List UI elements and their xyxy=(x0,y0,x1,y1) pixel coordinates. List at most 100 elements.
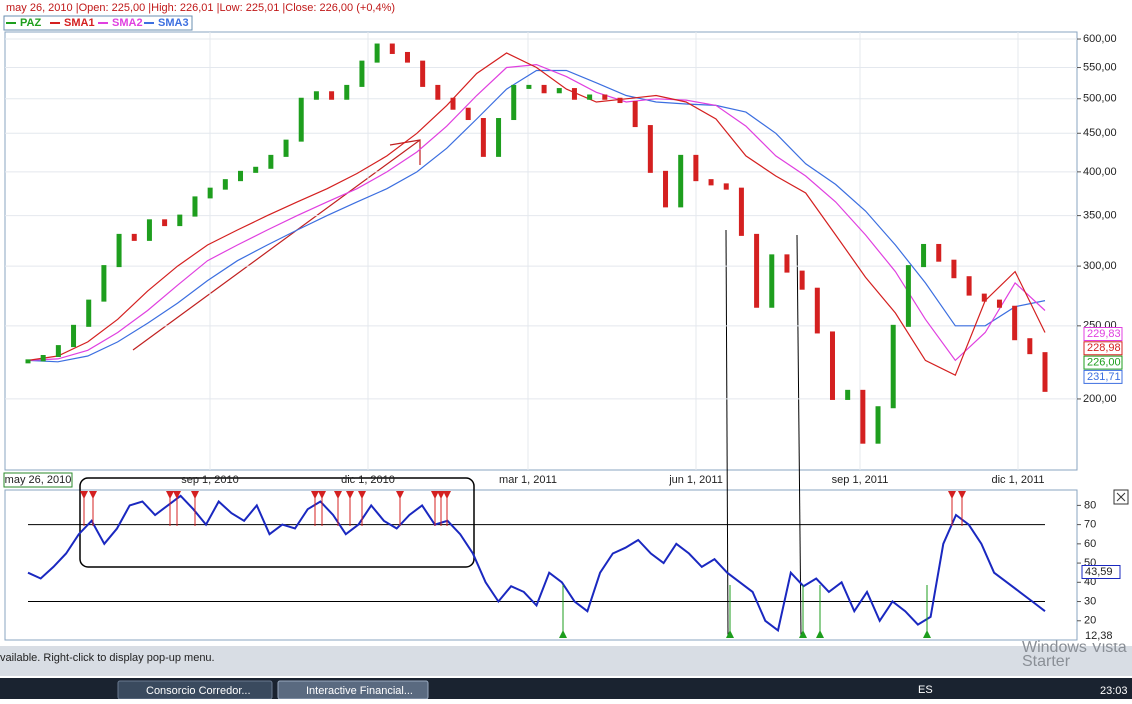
buy-signal xyxy=(559,630,567,638)
candle xyxy=(936,243,942,262)
candle xyxy=(647,125,653,173)
candle xyxy=(845,389,851,400)
sell-signal xyxy=(358,491,366,499)
candle xyxy=(663,170,669,208)
sell-signal xyxy=(431,491,439,499)
value-tag-label: 43,59 xyxy=(1085,566,1113,578)
candle xyxy=(784,254,790,273)
candle xyxy=(283,139,289,157)
legend-label: PAZ xyxy=(20,17,41,29)
trend-arrow xyxy=(132,139,421,351)
price-plot xyxy=(4,31,1078,471)
candle xyxy=(602,94,608,100)
close-icon xyxy=(1116,492,1126,502)
y-tick-label: 60 xyxy=(1084,538,1096,550)
candle xyxy=(359,60,365,87)
buy-signal xyxy=(816,630,824,638)
value-tag-label: 12,38 xyxy=(1085,630,1113,642)
marker-line xyxy=(725,229,729,637)
price-tag xyxy=(1083,327,1123,341)
x-tick-label: jun 1, 2011 xyxy=(668,474,723,486)
x-tick-label: sep 1, 2011 xyxy=(832,474,889,486)
price-tag-label: 231,71 xyxy=(1087,371,1121,383)
price-tag-label: 229,83 xyxy=(1087,328,1121,340)
candle xyxy=(480,118,486,157)
marker-line xyxy=(796,234,802,637)
buy-signal xyxy=(726,630,734,638)
candle xyxy=(207,187,213,199)
y-tick-label: 550,00 xyxy=(1083,61,1117,73)
candle xyxy=(829,331,835,400)
date-box xyxy=(3,472,73,488)
watermark: Windows Vista xyxy=(1022,639,1127,656)
candle xyxy=(890,324,896,409)
value-tag xyxy=(1081,629,1121,643)
sma-line xyxy=(27,69,1046,363)
candle xyxy=(101,265,107,302)
candle xyxy=(738,187,744,236)
y-tick-label: 40 xyxy=(1084,576,1096,588)
y-tick-label: 70 xyxy=(1084,519,1096,531)
candle xyxy=(450,97,456,110)
candle xyxy=(966,276,972,296)
candle xyxy=(329,91,335,100)
sell-signal xyxy=(443,491,451,499)
candle xyxy=(814,287,820,334)
annotations xyxy=(5,32,1077,637)
candle xyxy=(632,101,638,128)
candle xyxy=(571,88,577,100)
x-tick-label: dic 1, 2010 xyxy=(341,474,395,486)
candle xyxy=(25,359,31,364)
arrow-head xyxy=(389,139,421,165)
candle xyxy=(769,254,775,308)
candle xyxy=(754,233,760,308)
indicator-line xyxy=(27,494,1046,633)
sell-signal xyxy=(346,491,354,499)
y-tick-label: 300,00 xyxy=(1083,260,1117,272)
sell-signal xyxy=(191,491,199,499)
candle xyxy=(587,94,593,100)
sell-signal xyxy=(80,491,88,499)
price-tag xyxy=(1083,369,1123,384)
legend-label: SMA3 xyxy=(158,17,189,29)
candle xyxy=(693,154,699,182)
sma-line xyxy=(27,52,1046,377)
candle xyxy=(511,84,517,121)
buy-signal xyxy=(799,630,807,638)
candle xyxy=(162,219,168,227)
task-label: Interactive Financial... xyxy=(306,685,413,697)
candle xyxy=(131,233,137,241)
sell-signal xyxy=(437,491,445,499)
sell-signal xyxy=(318,491,326,499)
candle xyxy=(708,179,714,186)
candle xyxy=(1027,338,1033,355)
candle xyxy=(344,84,350,100)
candle xyxy=(298,97,304,142)
candle xyxy=(253,166,259,173)
y-tick-label: 350,00 xyxy=(1083,210,1117,222)
candle xyxy=(374,43,380,63)
sell-signal xyxy=(173,491,181,499)
language[interactable]: ES xyxy=(918,684,933,696)
status-bar xyxy=(0,646,1132,676)
candle xyxy=(981,293,987,302)
candle xyxy=(404,51,410,63)
candle xyxy=(556,88,562,94)
sma-line xyxy=(27,63,1046,362)
price-tag xyxy=(1083,341,1123,356)
task-label: Consorcio Corredor... xyxy=(146,685,251,697)
candle xyxy=(389,43,395,54)
candle xyxy=(951,259,957,279)
sell-signal xyxy=(89,491,97,499)
sell-signal xyxy=(958,491,966,499)
candle xyxy=(146,219,152,241)
candle xyxy=(496,118,502,157)
value-tag xyxy=(1081,565,1121,579)
candle xyxy=(1042,352,1048,392)
candle xyxy=(526,84,532,89)
candle xyxy=(678,154,684,208)
y-tick-label: 600,00 xyxy=(1083,33,1117,45)
price-tag-label: 228,98 xyxy=(1087,342,1121,354)
x-tick-label: sep 1, 2010 xyxy=(181,474,239,486)
